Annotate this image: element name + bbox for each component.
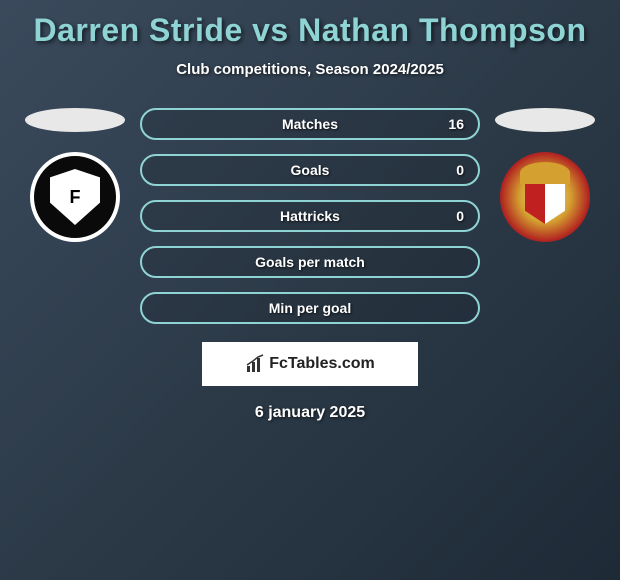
main-row: F Matches 16 Goals 0 Hattricks 0 Goals p… (0, 108, 620, 324)
stat-right-value: 0 (456, 208, 464, 224)
stat-label: Goals per match (255, 254, 365, 270)
right-ellipse-placeholder (495, 108, 595, 132)
stat-row-goals-per-match: Goals per match (140, 246, 480, 278)
stat-row-matches: Matches 16 (140, 108, 480, 140)
stat-label: Min per goal (269, 300, 351, 316)
stat-right-value: 16 (448, 116, 464, 132)
bar-chart-icon (245, 354, 265, 374)
infographic-container: Darren Stride vs Nathan Thompson Club co… (0, 0, 620, 580)
date-label: 6 january 2025 (255, 404, 365, 422)
stats-column: Matches 16 Goals 0 Hattricks 0 Goals per… (140, 108, 480, 324)
left-club-badge: F (30, 152, 120, 242)
stat-label: Hattricks (280, 208, 340, 224)
right-side (490, 108, 600, 242)
stat-label: Matches (282, 116, 338, 132)
subtitle: Club competitions, Season 2024/2025 (176, 61, 444, 78)
stat-right-value: 0 (456, 162, 464, 178)
right-club-badge (500, 152, 590, 242)
left-shield-icon: F (50, 169, 100, 225)
brand-label: FcTables.com (269, 355, 375, 373)
stat-row-goals: Goals 0 (140, 154, 480, 186)
stat-row-hattricks: Hattricks 0 (140, 200, 480, 232)
right-crest-icon (515, 162, 575, 232)
stat-label: Goals (291, 162, 330, 178)
stat-row-min-per-goal: Min per goal (140, 292, 480, 324)
left-ellipse-placeholder (25, 108, 125, 132)
left-side: F (20, 108, 130, 242)
page-title: Darren Stride vs Nathan Thompson (34, 12, 587, 49)
brand-box[interactable]: FcTables.com (202, 342, 418, 386)
